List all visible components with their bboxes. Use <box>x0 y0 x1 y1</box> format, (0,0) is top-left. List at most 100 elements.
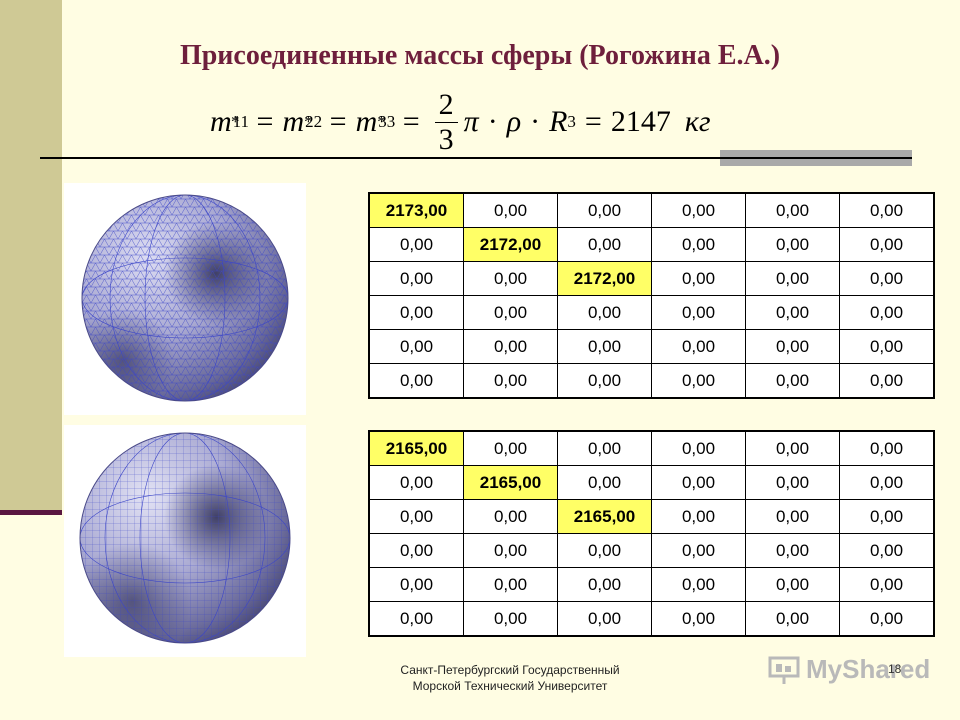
matrix-cell: 0,00 <box>651 465 746 500</box>
matrix-diagonal-cell: 2173,00 <box>368 192 464 228</box>
matrix-cell: 0,00 <box>463 567 558 602</box>
formula-power: 3 <box>567 112 576 131</box>
fraction-denominator: 3 <box>438 122 454 156</box>
sphere-quad-mesh <box>79 432 291 644</box>
formula-m3: m <box>355 105 378 138</box>
formula-m2: m <box>282 105 305 138</box>
matrix-cell: 0,00 <box>557 533 652 568</box>
matrix-cell: 0,00 <box>463 601 558 637</box>
matrix-cell: 0,00 <box>651 499 746 534</box>
matrix-cell: 0,00 <box>463 499 558 534</box>
matrix-row: 0,00 0,00 2165,00 0,00 0,00 0,00 <box>368 499 935 534</box>
matrix-cell: 0,00 <box>839 227 935 262</box>
matrix-cell: 0,00 <box>745 329 840 364</box>
matrix-cell: 0,00 <box>839 192 935 228</box>
matrix-cell: 0,00 <box>368 227 464 262</box>
sphere-quad-mesh-image <box>64 425 306 657</box>
matrix-row: 0,00 0,00 0,00 0,00 0,00 0,00 <box>368 533 935 568</box>
matrix-row: 0,00 0,00 0,00 0,00 0,00 0,00 <box>368 295 935 330</box>
matrix-cell: 0,00 <box>368 533 464 568</box>
matrix-cell: 0,00 <box>839 329 935 364</box>
matrix-cell: 0,00 <box>745 192 840 228</box>
matrix-cell: 0,00 <box>745 465 840 500</box>
matrix-row: 0,00 2172,00 0,00 0,00 0,00 0,00 <box>368 227 935 262</box>
matrix-cell: 0,00 <box>463 261 558 296</box>
matrix-cell: 0,00 <box>745 601 840 637</box>
added-mass-matrix-quad: 2165,00 0,00 0,00 0,00 0,00 0,00 0,00 2165,00 0,… <box>368 430 935 637</box>
matrix-row: 2165,00 0,00 0,00 0,00 0,00 0,00 <box>368 430 935 466</box>
matrix-cell: 0,00 <box>745 295 840 330</box>
matrix-cell: 0,00 <box>839 465 935 500</box>
matrix-cell: 0,00 <box>557 295 652 330</box>
formula-unit: кг <box>684 105 711 138</box>
matrix-row: 0,00 0,00 0,00 0,00 0,00 0,00 <box>368 567 935 602</box>
matrix-diagonal-cell: 2165,00 <box>463 465 558 500</box>
matrix-row: 0,00 0,00 0,00 0,00 0,00 0,00 <box>368 363 935 399</box>
matrix-cell: 0,00 <box>651 567 746 602</box>
formula-rho: ρ <box>506 105 522 138</box>
matrix-row: 2173,00 0,00 0,00 0,00 0,00 0,00 <box>368 192 935 228</box>
matrix-cell: 0,00 <box>557 601 652 637</box>
footer-line-1: Санкт-Петербургский Государственный <box>400 663 620 677</box>
formula-star-2: * <box>304 112 313 131</box>
sphere-triangular-mesh-image <box>64 183 306 415</box>
matrix-cell: 0,00 <box>368 363 464 399</box>
formula-eq-4: = <box>584 105 602 138</box>
matrix-row: 0,00 0,00 2172,00 0,00 0,00 0,00 <box>368 261 935 296</box>
matrix-row: 0,00 2165,00 0,00 0,00 0,00 0,00 <box>368 465 935 500</box>
matrix-cell: 0,00 <box>839 430 935 466</box>
matrix-cell: 0,00 <box>839 363 935 399</box>
matrix-diagonal-cell: 2172,00 <box>557 261 652 296</box>
sphere-triangular-mesh <box>81 194 289 402</box>
matrix-cell: 0,00 <box>368 601 464 637</box>
matrix-cell: 0,00 <box>745 363 840 399</box>
matrix-cell: 0,00 <box>651 261 746 296</box>
matrix-cell: 0,00 <box>651 329 746 364</box>
matrix-cell: 0,00 <box>463 363 558 399</box>
matrix-cell: 0,00 <box>368 261 464 296</box>
watermark-logo: MyShared <box>768 654 930 685</box>
matrix-cell: 0,00 <box>368 465 464 500</box>
matrix-cell: 0,00 <box>557 567 652 602</box>
matrix-cell: 0,00 <box>651 227 746 262</box>
matrix-cell: 0,00 <box>745 430 840 466</box>
matrix-cell: 0,00 <box>463 430 558 466</box>
matrix-cell: 0,00 <box>463 533 558 568</box>
matrix-diagonal-cell: 2165,00 <box>368 430 464 466</box>
matrix-cell: 0,00 <box>651 601 746 637</box>
formula-star-3: * <box>377 112 386 131</box>
matrix-diagonal-cell: 2165,00 <box>557 499 652 534</box>
matrix-cell: 0,00 <box>557 329 652 364</box>
formula-index-11: 11 <box>232 112 250 131</box>
matrix-cell: 0,00 <box>368 499 464 534</box>
added-mass-matrix-triangular: 2173,00 0,00 0,00 0,00 0,00 0,00 0,00 2172,00 0,… <box>368 192 935 399</box>
matrix-diagonal-cell: 2172,00 <box>463 227 558 262</box>
matrix-row: 0,00 0,00 0,00 0,00 0,00 0,00 <box>368 329 935 364</box>
matrix-cell: 0,00 <box>557 363 652 399</box>
formula-index-33: 33 <box>378 112 396 131</box>
matrix-cell: 0,00 <box>839 499 935 534</box>
formula-eq-2: = <box>329 105 347 138</box>
page-number: 18 <box>888 662 902 676</box>
header-divider <box>40 157 912 159</box>
formula-fraction: 2 3 <box>434 88 458 157</box>
formula-index-22: 22 <box>305 112 323 131</box>
formula-pi: π <box>463 105 479 138</box>
matrix-cell: 0,00 <box>368 295 464 330</box>
formula-dot-1: · <box>487 105 498 138</box>
presentation-board-icon <box>768 656 800 684</box>
matrix-cell: 0,00 <box>368 567 464 602</box>
matrix-cell: 0,00 <box>557 430 652 466</box>
matrix-cell: 0,00 <box>745 567 840 602</box>
matrix-cell: 0,00 <box>745 261 840 296</box>
matrix-cell: 0,00 <box>839 533 935 568</box>
matrix-cell: 0,00 <box>557 227 652 262</box>
matrix-cell: 0,00 <box>651 533 746 568</box>
formula-eq-3: = <box>402 105 420 138</box>
matrix-cell: 0,00 <box>745 227 840 262</box>
matrix-cell: 0,00 <box>463 192 558 228</box>
fraction-numerator: 2 <box>434 88 458 123</box>
slide-title: Присоединенные массы сферы (Рогожина Е.А… <box>179 40 781 71</box>
matrix-cell: 0,00 <box>557 192 652 228</box>
